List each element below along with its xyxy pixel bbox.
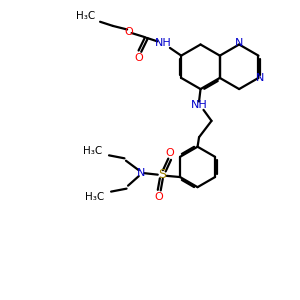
Text: H₃C: H₃C [76,11,95,21]
Text: H₃C: H₃C [85,192,105,202]
Text: N: N [136,168,145,178]
Text: S: S [158,168,166,181]
Text: O: O [134,53,143,63]
Text: N: N [235,38,243,48]
Text: O: O [155,192,164,202]
Text: O: O [125,27,134,37]
Text: O: O [166,148,175,158]
Text: H₃C: H₃C [83,146,103,156]
Text: N: N [256,73,264,83]
Text: NH: NH [154,38,171,48]
Text: NH: NH [191,100,207,110]
